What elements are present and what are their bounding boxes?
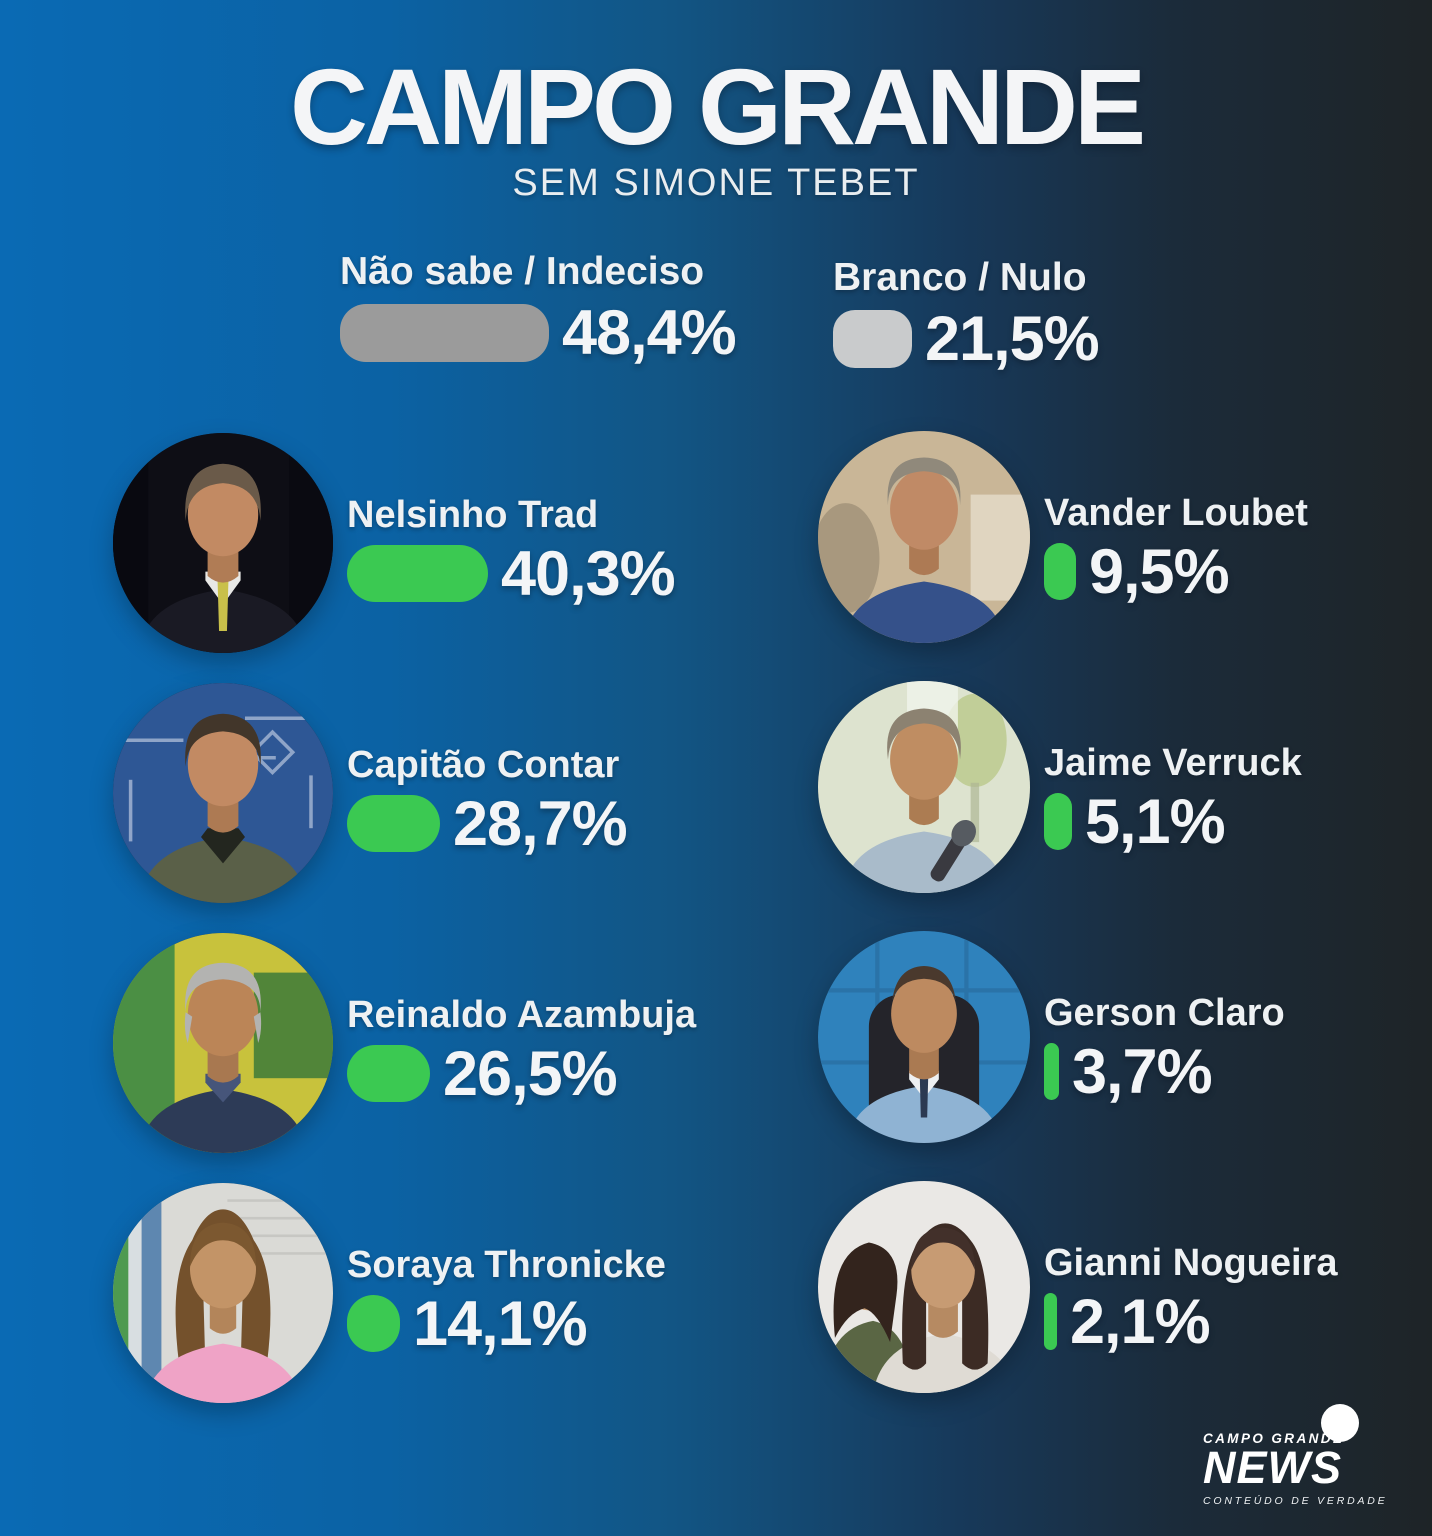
result-bar — [1044, 1043, 1059, 1100]
candidate-row: Gerson Claro 3,7% — [818, 931, 1285, 1143]
candidate-name: Gerson Claro — [1044, 992, 1285, 1034]
logo-brand-top: CAMPO GRANDE — [1203, 1431, 1345, 1446]
result-bar — [347, 1045, 430, 1102]
stat-label: Branco / Nulo — [833, 256, 1087, 299]
candidate-photo — [818, 1181, 1030, 1393]
candidate-row: Capitão Contar 28,7% — [113, 683, 628, 903]
page-subtitle: SEM SIMONE TEBET — [512, 162, 920, 204]
result-value: 3,7% — [1072, 1036, 1213, 1107]
candidate-photo — [818, 681, 1030, 893]
candidate-photo — [113, 433, 333, 653]
result-value: 40,3% — [501, 538, 676, 609]
logo-dot-icon — [1321, 1404, 1359, 1442]
candidate-photo-row candidate-row: Reinaldo Azambuja 26,5% — [113, 933, 696, 1153]
result-value: 28,7% — [453, 788, 628, 859]
stat-bar — [833, 310, 912, 368]
stat-bar — [340, 304, 549, 362]
result-bar — [1044, 1293, 1057, 1350]
result-value: 5,1% — [1085, 786, 1226, 857]
result-value: 26,5% — [443, 1038, 618, 1109]
stat-value: 48,4% — [562, 298, 737, 368]
candidate-name: Reinaldo Azambuja — [347, 994, 697, 1036]
candidate-name: Nelsinho Trad — [347, 494, 599, 536]
candidate-row: Gianni Nogueira 2,1% — [818, 1181, 1337, 1393]
logo-tagline: CONTEÚDO DE VERDADE — [1203, 1495, 1388, 1507]
candidate-photo — [113, 1183, 333, 1403]
stat-label: Não sabe / Indeciso — [340, 250, 705, 293]
result-bar — [347, 795, 440, 852]
candidate-photo — [113, 933, 333, 1153]
result-bar — [347, 1295, 400, 1352]
brand-logo: CAMPO GRANDE NEWS CONTEÚDO DE VERDADE — [1203, 1398, 1388, 1507]
candidate-name: Jaime Verruck — [1044, 742, 1302, 784]
result-value: 2,1% — [1070, 1286, 1211, 1357]
candidate-photo — [818, 931, 1030, 1143]
result-bar — [1044, 543, 1076, 600]
candidate-name: Gianni Nogueira — [1044, 1242, 1338, 1284]
candidate-name: Soraya Thronicke — [347, 1244, 666, 1286]
candidate-photo — [818, 431, 1030, 643]
result-bar — [1044, 793, 1072, 850]
result-bar — [347, 545, 488, 602]
result-value: 14,1% — [413, 1288, 588, 1359]
candidate-row: Nelsinho Trad 40,3% — [113, 433, 676, 653]
candidate-name: Capitão Contar — [347, 744, 620, 786]
candidate-row: Jaime Verruck 5,1% — [818, 681, 1302, 893]
candidate-name: Vander Loubet — [1044, 492, 1308, 534]
stat-blank-null: Branco / Nulo 21,5% — [833, 256, 1100, 374]
logo-brand-name: NEWS — [1203, 1442, 1342, 1493]
result-value: 9,5% — [1089, 536, 1230, 607]
candidate-photo — [113, 683, 333, 903]
candidate-row: Soraya Thronicke 14,1% — [113, 1183, 666, 1403]
stat-undecided: Não sabe / Indeciso 48,4% — [340, 250, 737, 368]
stat-value: 21,5% — [925, 304, 1100, 374]
page-title: CAMPO GRANDE — [289, 46, 1146, 167]
candidate-row: Vander Loubet 9,5% — [818, 431, 1308, 643]
